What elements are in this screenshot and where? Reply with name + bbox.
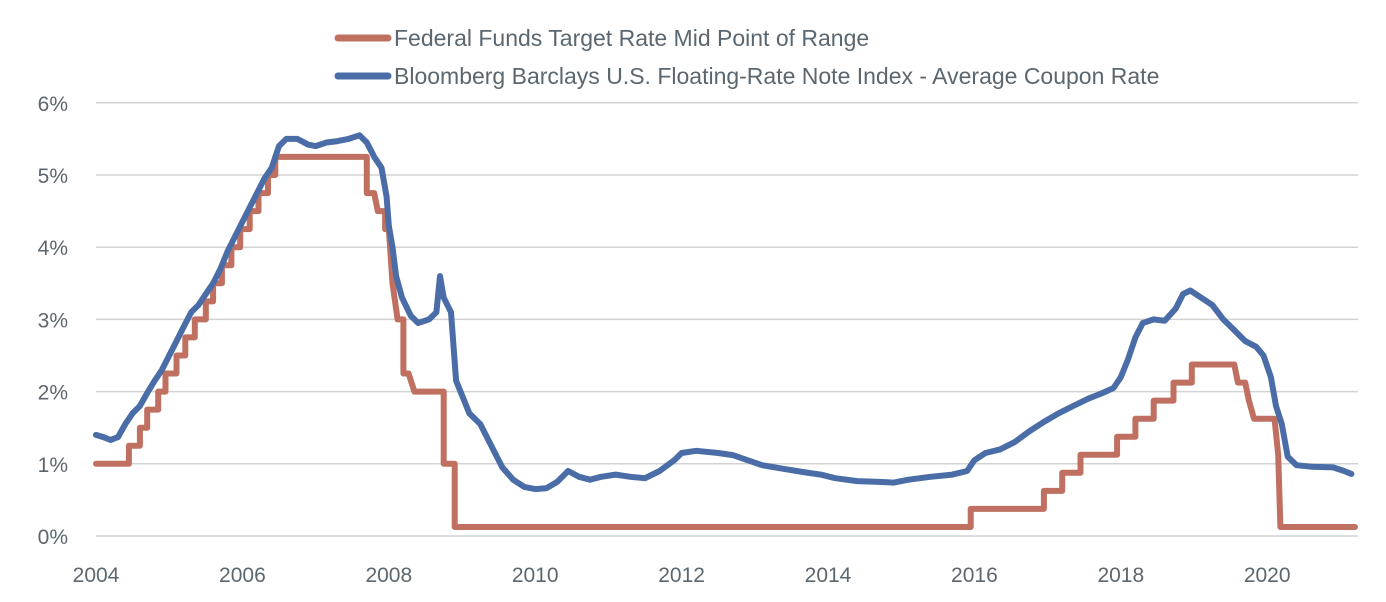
x-tick-label: 2004 xyxy=(73,564,120,587)
legend-item-fed-funds: Federal Funds Target Rate Mid Point of R… xyxy=(334,25,869,51)
y-tick-label: 2% xyxy=(38,382,68,405)
legend: Federal Funds Target Rate Mid Point of R… xyxy=(334,25,1159,89)
x-tick-label: 2008 xyxy=(365,564,412,587)
legend-item-frn-index: Bloomberg Barclays U.S. Floating-Rate No… xyxy=(334,63,1159,89)
x-tick-label: 2018 xyxy=(1097,564,1144,587)
series-lines xyxy=(93,132,1358,530)
y-tick-label: 1% xyxy=(38,454,68,477)
x-tick-label: 2020 xyxy=(1244,564,1291,587)
y-tick-label: 0% xyxy=(38,526,68,549)
y-tick-label: 4% xyxy=(38,237,68,260)
x-tick-label: 2016 xyxy=(951,564,998,587)
x-tick-label: 2012 xyxy=(658,564,705,587)
y-axis-ticks: 0% 1% 2% 3% 4% 5% 6% xyxy=(38,93,68,549)
x-axis-ticks: 2004 2006 2008 2010 2012 2014 2016 2018 2020 xyxy=(73,564,1291,587)
legend-label-fed-funds: Federal Funds Target Rate Mid Point of R… xyxy=(394,25,869,51)
x-tick-label: 2010 xyxy=(512,564,559,587)
y-tick-label: 6% xyxy=(38,93,68,116)
y-tick-label: 5% xyxy=(38,165,68,188)
x-tick-label: 2006 xyxy=(219,564,266,587)
legend-label-frn-index: Bloomberg Barclays U.S. Floating-Rate No… xyxy=(394,63,1159,89)
y-tick-label: 3% xyxy=(38,309,68,332)
series-line-fed-funds xyxy=(93,153,1358,530)
x-tick-label: 2014 xyxy=(805,564,852,587)
gridlines xyxy=(96,102,1358,537)
series-line-frn-index xyxy=(93,132,1355,493)
